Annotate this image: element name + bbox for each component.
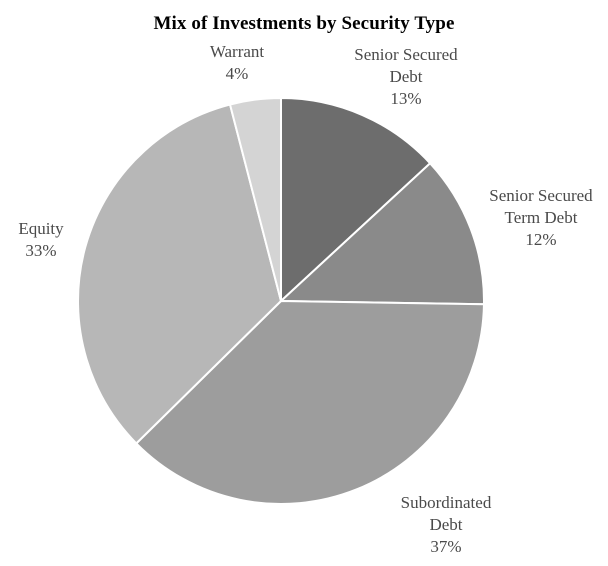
- slice-name-subordinated-debt: Subordinated: [401, 493, 492, 512]
- pie-slice-subordinated-debt: [134, 299, 485, 505]
- slice-name-senior-secured-term-debt: Term Debt: [505, 208, 578, 227]
- slice-label-senior-secured-debt: Senior Secured Debt 13%: [354, 45, 458, 108]
- chart-title: Mix of Investments by Security Type: [153, 13, 455, 34]
- pie-slice-warrant: [228, 96, 282, 302]
- slice-name-subordinated-debt: Debt: [429, 515, 462, 534]
- slice-percent-senior-secured-debt: 13%: [390, 89, 421, 108]
- slice-percent-subordinated-debt: 37%: [430, 537, 461, 556]
- slice-name-warrant: Warrant: [210, 42, 265, 61]
- slice-label-warrant: Warrant 4%: [210, 42, 265, 83]
- slice-label-subordinated-debt: Subordinated Debt 37%: [401, 493, 492, 556]
- slice-label-senior-secured-term-debt: Senior Secured Term Debt 12%: [489, 186, 593, 249]
- slice-name-equity: Equity: [18, 219, 64, 238]
- pie-slice-senior-secured-term-debt: [278, 161, 485, 306]
- slice-percent-warrant: 4%: [226, 64, 249, 83]
- pie-slice-senior-secured-debt: [280, 96, 432, 304]
- slice-name-senior-secured-term-debt: Senior Secured: [489, 186, 593, 205]
- pie-slice-equity: [77, 103, 283, 445]
- slice-name-senior-secured-debt: Debt: [389, 67, 422, 86]
- slice-label-equity: Equity 33%: [18, 219, 64, 260]
- slice-percent-equity: 33%: [25, 241, 56, 260]
- slice-percent-senior-secured-term-debt: 12%: [525, 230, 556, 249]
- slice-name-senior-secured-debt: Senior Secured: [354, 45, 458, 64]
